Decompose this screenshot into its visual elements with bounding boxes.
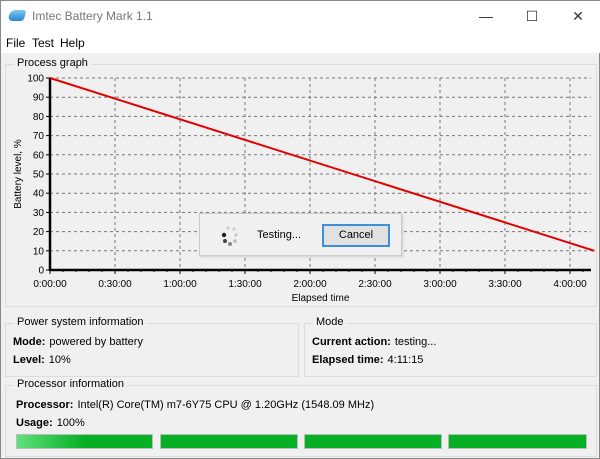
level-label: Level:	[13, 354, 45, 366]
processor-row: Processor: Intel(R) Core(TM) m7-6Y75 CPU …	[16, 399, 374, 411]
title-bar: Imtec Battery Mark 1.1 — ☐ ✕	[1, 1, 600, 31]
processor-group-label: Processor information	[14, 378, 127, 390]
y-tick-label: 60	[33, 150, 45, 161]
process-graph-label: Process graph	[14, 57, 91, 69]
usage-value: 100%	[56, 417, 85, 429]
usage-label: Usage:	[16, 417, 53, 429]
y-tick-label: 30	[33, 208, 45, 219]
process-graph-group: Process graph	[5, 57, 597, 307]
power-info-label: Power system information	[14, 316, 147, 328]
level-row: Level: 10%	[13, 354, 71, 366]
level-value: 10%	[48, 354, 71, 366]
minimize-button[interactable]: —	[479, 8, 493, 24]
menu-test[interactable]: Test	[32, 36, 55, 50]
action-value: testing...	[394, 336, 437, 348]
maximize-button[interactable]: ☐	[525, 8, 539, 24]
y-axis-label: Battery level, %	[13, 139, 24, 209]
x-tick-label: 3:30:00	[488, 279, 522, 290]
x-tick-label: 1:00:00	[163, 279, 197, 290]
y-tick-label: 10	[33, 246, 45, 257]
elapsed-value: 4:11:15	[387, 354, 424, 366]
x-tick-label: 0:30:00	[98, 279, 132, 290]
core-usage-bar	[160, 434, 298, 449]
power-info-group: Power system information Mode: powered by…	[5, 316, 299, 377]
menu-bar: File Test Help	[1, 31, 600, 53]
core-usage-bar	[448, 434, 587, 449]
y-tick-label: 70	[33, 131, 45, 142]
y-tick-label: 20	[33, 227, 45, 238]
battery-chart: 0 10 20 30 40 50 60 70 80 90 100 0:00:00 0:30:00 1:00…	[13, 74, 595, 304]
x-tick-label: 1:30:00	[228, 279, 262, 290]
processor-group: Processor information Processor: Intel(R)…	[5, 378, 597, 457]
x-tick-label: 0:00:00	[33, 279, 67, 290]
core-usage-bar	[16, 434, 153, 449]
menu-help[interactable]: Help	[60, 36, 85, 50]
x-tick-label: 2:30:00	[358, 279, 392, 290]
cancel-button[interactable]: Cancel	[322, 224, 390, 247]
core-usage-bar	[304, 434, 442, 449]
processor-label: Processor:	[16, 399, 74, 411]
y-tick-label: 90	[33, 93, 45, 104]
y-tick-label: 40	[33, 189, 45, 200]
x-tick-label: 3:00:00	[423, 279, 457, 290]
testing-dialog: Testing... Cancel	[199, 213, 402, 256]
x-axis-label: Elapsed time	[292, 293, 350, 304]
battery-level-line	[49, 77, 595, 252]
action-row: Current action: testing...	[312, 336, 436, 348]
y-tick-label: 100	[27, 74, 44, 85]
y-tick-label: 80	[33, 112, 45, 123]
close-button[interactable]: ✕	[572, 8, 584, 24]
y-tick-label: 50	[33, 170, 45, 181]
x-tick-label: 4:00:00	[553, 279, 587, 290]
elapsed-label: Elapsed time:	[312, 354, 384, 366]
processor-value: Intel(R) Core(TM) m7-6Y75 CPU @ 1.20GHz …	[77, 399, 375, 411]
mode-group: Mode Current action: testing... Elapsed t…	[304, 316, 597, 377]
spinner-icon	[221, 226, 238, 246]
mode-label: Mode:	[13, 336, 46, 348]
x-tick-label: 2:00:00	[293, 279, 327, 290]
power-mode-row: Mode: powered by battery	[13, 336, 143, 348]
mode-value: powered by battery	[49, 336, 143, 348]
testing-status: Testing...	[257, 229, 302, 241]
menu-file[interactable]: File	[6, 36, 26, 50]
mode-group-label: Mode	[313, 316, 347, 328]
elapsed-row: Elapsed time: 4:11:15	[312, 354, 423, 366]
usage-row: Usage: 100%	[16, 417, 85, 429]
y-tick-label: 0	[38, 266, 44, 277]
action-label: Current action:	[312, 336, 391, 348]
window-title: Imtec Battery Mark 1.1	[32, 9, 153, 23]
